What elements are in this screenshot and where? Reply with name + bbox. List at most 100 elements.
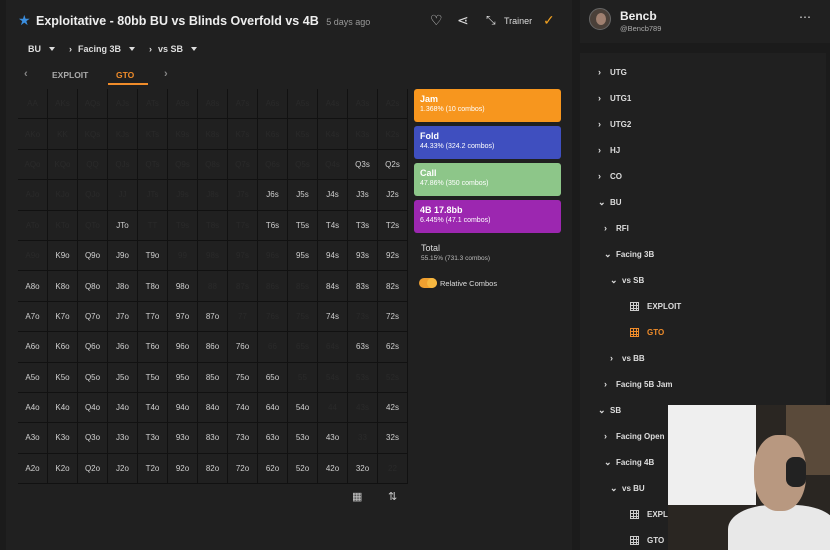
hand-cell[interactable]: 66 bbox=[258, 332, 288, 363]
hand-cell[interactable]: 32o bbox=[348, 453, 378, 485]
sort-icon[interactable]: ⇅ bbox=[388, 491, 398, 503]
hand-cell[interactable]: A8o bbox=[18, 271, 48, 302]
hand-cell[interactable]: AKs bbox=[48, 89, 78, 120]
hand-cell[interactable]: 76o bbox=[228, 332, 258, 363]
hand-cell[interactable]: Q2o bbox=[78, 453, 108, 485]
hand-cell[interactable]: A6o bbox=[18, 332, 48, 363]
tree-node[interactable]: › RFI bbox=[604, 221, 629, 235]
hand-cell[interactable]: 98o bbox=[168, 271, 198, 302]
hand-cell[interactable]: 96o bbox=[168, 332, 198, 363]
hand-cell[interactable]: 75s bbox=[288, 301, 318, 333]
hand-cell[interactable]: A5o bbox=[18, 362, 48, 393]
hand-cell[interactable]: 54s bbox=[318, 362, 348, 393]
hand-cell[interactable]: AJs bbox=[108, 89, 138, 120]
hand-cell[interactable]: 95o bbox=[168, 362, 198, 393]
hand-cell[interactable]: 53s bbox=[348, 362, 378, 393]
hand-cell[interactable]: K2o bbox=[48, 453, 78, 485]
share-icon[interactable]: ⋖ bbox=[457, 12, 469, 28]
hand-cell[interactable]: ATs bbox=[138, 89, 168, 120]
hand-cell[interactable]: K3o bbox=[48, 423, 78, 454]
hand-cell[interactable]: K5s bbox=[288, 119, 318, 150]
hand-cell[interactable]: K6s bbox=[258, 119, 288, 150]
hand-cell[interactable]: 74s bbox=[318, 301, 348, 333]
hand-cell[interactable]: 98s bbox=[198, 240, 228, 272]
hand-cell[interactable]: 94s bbox=[318, 240, 348, 272]
hand-cell[interactable]: 44 bbox=[318, 392, 348, 424]
hand-cell[interactable]: K8o bbox=[48, 271, 78, 302]
hand-cell[interactable]: J2s bbox=[378, 180, 408, 211]
hand-cell[interactable]: K2s bbox=[378, 119, 408, 150]
hand-cell[interactable]: 99 bbox=[168, 240, 198, 272]
hand-cell[interactable]: T9s bbox=[168, 210, 198, 241]
hand-cell[interactable]: T8s bbox=[198, 210, 228, 241]
hand-cell[interactable]: 86s bbox=[258, 271, 288, 302]
hand-cell[interactable]: Q6o bbox=[78, 332, 108, 363]
avatar[interactable] bbox=[589, 8, 611, 30]
hand-cell[interactable]: J7o bbox=[108, 301, 138, 333]
tree-node[interactable]: ⌄ vs SB bbox=[610, 273, 644, 287]
tree-node[interactable]: GTO bbox=[630, 325, 664, 339]
hand-cell[interactable]: 96s bbox=[258, 240, 288, 272]
tree-node[interactable]: › UTG bbox=[598, 65, 627, 79]
hand-cell[interactable]: T3o bbox=[138, 423, 168, 454]
hand-cell[interactable]: 53o bbox=[288, 423, 318, 454]
tab-exploit[interactable]: EXPLOIT bbox=[52, 70, 89, 80]
tree-node[interactable]: ⌄ Facing 4B bbox=[604, 455, 654, 469]
hand-cell[interactable]: K5o bbox=[48, 362, 78, 393]
tree-node[interactable]: GTO bbox=[630, 533, 664, 547]
hand-cell[interactable]: K3s bbox=[348, 119, 378, 150]
hand-cell[interactable]: AA bbox=[18, 89, 48, 120]
hand-cell[interactable]: AQs bbox=[78, 89, 108, 120]
hand-cell[interactable]: T7o bbox=[138, 301, 168, 333]
hand-cell[interactable]: QTs bbox=[138, 149, 168, 181]
action-call[interactable]: Call 47.86% (350 combos) bbox=[414, 163, 561, 196]
hand-cell[interactable]: AQo bbox=[18, 149, 48, 181]
hand-cell[interactable]: J8s bbox=[198, 180, 228, 211]
hand-cell[interactable]: J7s bbox=[228, 180, 258, 211]
hand-cell[interactable]: J4o bbox=[108, 392, 138, 424]
hand-cell[interactable]: K4s bbox=[318, 119, 348, 150]
hand-cell[interactable]: Q2s bbox=[378, 149, 408, 181]
hand-cell[interactable]: 95s bbox=[288, 240, 318, 272]
hand-cell[interactable]: JJ bbox=[108, 180, 138, 211]
hand-cell[interactable]: A5s bbox=[288, 89, 318, 120]
tree-node[interactable]: ⌄ BU bbox=[598, 195, 622, 209]
hand-cell[interactable]: J3o bbox=[108, 423, 138, 454]
hand-cell[interactable]: Q5o bbox=[78, 362, 108, 393]
hand-cell[interactable]: 43o bbox=[318, 423, 348, 454]
hand-cell[interactable]: T5o bbox=[138, 362, 168, 393]
tree-node[interactable]: › Facing 5B Jam bbox=[604, 377, 672, 391]
hand-cell[interactable]: T2s bbox=[378, 210, 408, 241]
hand-cell[interactable]: 93s bbox=[348, 240, 378, 272]
hand-cell[interactable]: T4s bbox=[318, 210, 348, 241]
chevron-right-icon[interactable]: › bbox=[164, 68, 168, 80]
hand-cell[interactable]: A4o bbox=[18, 392, 48, 424]
hand-cell[interactable]: A3s bbox=[348, 89, 378, 120]
hand-cell[interactable]: AJo bbox=[18, 180, 48, 211]
hand-cell[interactable]: QJo bbox=[78, 180, 108, 211]
tree-node[interactable]: › UTG2 bbox=[598, 117, 631, 131]
hand-cell[interactable]: 65o bbox=[258, 362, 288, 393]
action-4bet[interactable]: 4B 17.8bb 6.445% (47.1 combos) bbox=[414, 200, 561, 233]
hand-cell[interactable]: A9s bbox=[168, 89, 198, 120]
hand-cell[interactable]: Q4s bbox=[318, 149, 348, 181]
hand-cell[interactable]: AKo bbox=[18, 119, 48, 150]
hand-cell[interactable]: Q7o bbox=[78, 301, 108, 333]
hand-cell[interactable]: 74o bbox=[228, 392, 258, 424]
hand-cell[interactable]: T7s bbox=[228, 210, 258, 241]
hand-cell[interactable]: 65s bbox=[288, 332, 318, 363]
hand-cell[interactable]: 52s bbox=[378, 362, 408, 393]
tree-node[interactable]: › UTG1 bbox=[598, 91, 631, 105]
hand-cell[interactable]: K9s bbox=[168, 119, 198, 150]
action-fold[interactable]: Fold 44.33% (324.2 combos) bbox=[414, 126, 561, 159]
hand-cell[interactable]: Q3s bbox=[348, 149, 378, 181]
hand-cell[interactable]: J9o bbox=[108, 240, 138, 272]
tree-node[interactable]: ⌄ vs BU bbox=[610, 481, 645, 495]
hand-cell[interactable]: JTs bbox=[138, 180, 168, 211]
hand-cell[interactable]: 22 bbox=[378, 453, 408, 485]
hand-cell[interactable]: J8o bbox=[108, 271, 138, 302]
hand-cell[interactable]: K6o bbox=[48, 332, 78, 363]
hand-cell[interactable]: 83s bbox=[348, 271, 378, 302]
hand-cell[interactable]: TT bbox=[138, 210, 168, 241]
hand-cell[interactable]: A7o bbox=[18, 301, 48, 333]
